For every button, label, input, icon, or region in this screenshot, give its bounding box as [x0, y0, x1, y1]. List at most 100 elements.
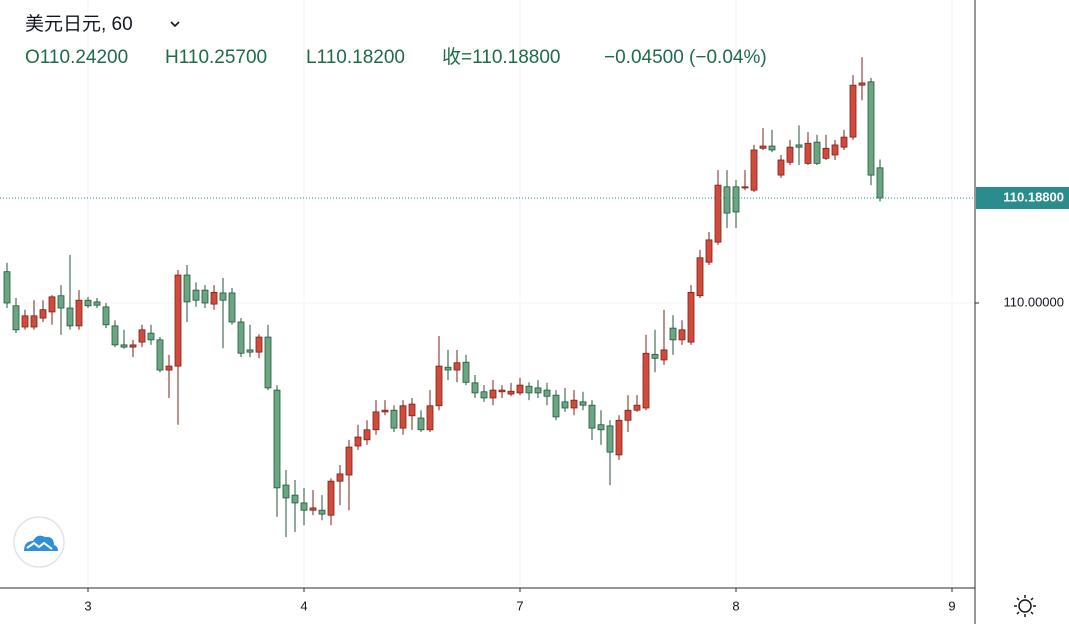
candle-body	[309, 507, 317, 511]
candle-body	[318, 509, 326, 515]
candle-body	[300, 502, 308, 511]
candle-body	[570, 399, 578, 409]
logo-line	[26, 541, 53, 550]
grid	[0, 0, 975, 588]
candle-body	[75, 299, 83, 327]
candle-body	[372, 411, 380, 431]
candle-body	[741, 186, 749, 189]
candle-body	[813, 141, 821, 164]
candle-body	[435, 365, 443, 407]
candle-body	[264, 336, 272, 389]
legend-change: −0.04500 (−0.04%)	[604, 47, 767, 68]
candle-body	[534, 387, 542, 394]
candle-body	[3, 271, 11, 304]
candle-body	[804, 142, 812, 164]
x-tick-label: 8	[732, 598, 739, 613]
legend-open: O110.24200	[25, 47, 128, 68]
candle-body	[669, 327, 677, 341]
candle-body	[273, 389, 281, 489]
interval-chevron[interactable]	[170, 21, 180, 28]
candle-body	[165, 365, 173, 371]
candle-body	[444, 366, 452, 371]
candle-body	[777, 159, 785, 176]
candle-body	[705, 239, 713, 263]
candle-body	[651, 353, 659, 359]
candle-body	[516, 384, 524, 394]
candle-body	[381, 409, 389, 413]
candle-body	[714, 184, 722, 243]
candle-body	[498, 389, 506, 393]
candle-body	[489, 389, 497, 399]
candle-body	[93, 301, 101, 306]
candle-body	[552, 394, 560, 418]
candle-body	[624, 409, 632, 421]
candle-body	[147, 332, 155, 341]
candle-body	[588, 404, 596, 429]
settings-circle	[1018, 599, 1032, 613]
candle-body	[255, 336, 263, 353]
candle-body	[21, 315, 29, 328]
candle-body	[786, 146, 794, 163]
candle-body	[462, 361, 470, 383]
legend-high: H110.25700	[165, 47, 267, 68]
candles	[3, 57, 884, 538]
candle-body	[192, 289, 200, 301]
candle-body	[48, 296, 56, 313]
candle-body	[480, 391, 488, 399]
candle-body	[120, 344, 128, 348]
candle-body	[39, 309, 47, 319]
last-price-box	[976, 186, 1069, 209]
candle-body	[606, 425, 614, 453]
candle-body	[426, 405, 434, 431]
candle-body	[831, 144, 839, 156]
candle-body	[282, 484, 290, 499]
candle-body	[138, 329, 146, 343]
settings-rays	[1014, 595, 1036, 617]
candle-body	[615, 419, 623, 456]
candle-body	[408, 403, 416, 417]
last-price-label: 110.18800	[1003, 189, 1064, 204]
candle-body	[759, 145, 767, 149]
candle-body	[597, 424, 605, 431]
candle-body	[417, 417, 425, 431]
candle-body	[561, 401, 569, 409]
logo[interactable]	[13, 516, 65, 568]
candle-body	[210, 291, 218, 305]
legend-close: 收=110.18800	[442, 46, 561, 68]
chart-title[interactable]: 美元日元, 60	[25, 13, 133, 35]
candle-body	[12, 305, 20, 331]
candle-body	[363, 429, 371, 441]
candle-body	[345, 446, 353, 476]
candle-body	[399, 405, 407, 429]
x-tick-label: 9	[948, 598, 955, 613]
candle-body	[822, 147, 830, 159]
x-tick-label: 4	[300, 598, 307, 613]
candle-body	[876, 167, 884, 199]
settings-icon[interactable]	[1014, 595, 1036, 617]
candle-body	[336, 473, 344, 482]
x-tick-label: 7	[516, 598, 523, 613]
candle-body	[678, 329, 686, 341]
x-tick-label: 3	[84, 598, 91, 613]
candle-body	[579, 401, 587, 406]
candle-body	[525, 385, 533, 394]
candle-body	[543, 389, 551, 397]
legend-low: L110.18200	[306, 47, 405, 68]
candle-body	[507, 390, 515, 395]
candle-body	[633, 404, 641, 411]
candle-body	[102, 306, 110, 326]
candle-body	[84, 299, 92, 307]
candle-body	[453, 362, 461, 371]
candle-body	[390, 409, 398, 429]
candle-body	[111, 325, 119, 346]
candle-body	[228, 292, 236, 323]
candle-body	[57, 295, 65, 309]
candle-body	[291, 494, 299, 504]
candle-body	[768, 145, 776, 151]
candle-body	[660, 349, 668, 361]
y-tick-label: 110.00000	[1004, 294, 1065, 309]
candle-body	[687, 291, 695, 343]
